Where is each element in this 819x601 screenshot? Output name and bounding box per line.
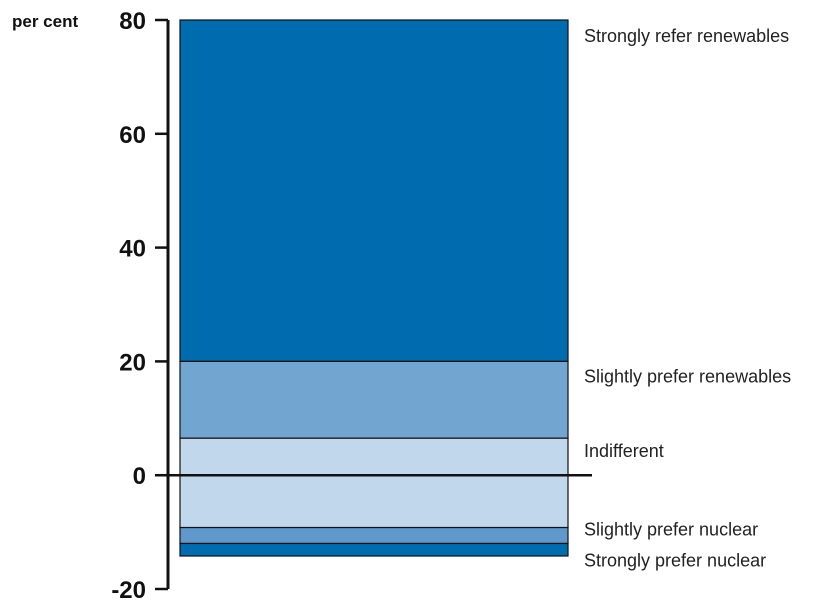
segment-label: Strongly refer renewables: [584, 26, 789, 46]
bar-segment: [179, 526, 569, 545]
y-tick-label: 60: [119, 122, 146, 149]
y-axis-unit-label: per cent: [12, 12, 78, 31]
bar-segment: [179, 19, 569, 362]
y-tick-label: 20: [119, 349, 146, 376]
bar-segments: [179, 19, 569, 557]
y-tick-label: 40: [119, 236, 146, 263]
bar-segment: [179, 360, 569, 439]
y-tick-label: 80: [119, 8, 146, 35]
y-axis-ticks: 80 60 40 20 0 -20: [111, 8, 168, 601]
segment-label: Slightly prefer renewables: [584, 366, 791, 386]
segment-label: Strongly prefer nuclear: [584, 550, 766, 570]
segment-label: Indifferent: [584, 441, 664, 461]
y-tick-label: -20: [111, 577, 146, 601]
segment-label: Slightly prefer nuclear: [584, 520, 758, 540]
bar-segment: [179, 437, 569, 529]
segment-labels: Strongly refer renewables Slightly prefer…: [584, 26, 791, 570]
y-tick-label: 0: [133, 463, 146, 490]
bar-segment: [179, 542, 569, 557]
